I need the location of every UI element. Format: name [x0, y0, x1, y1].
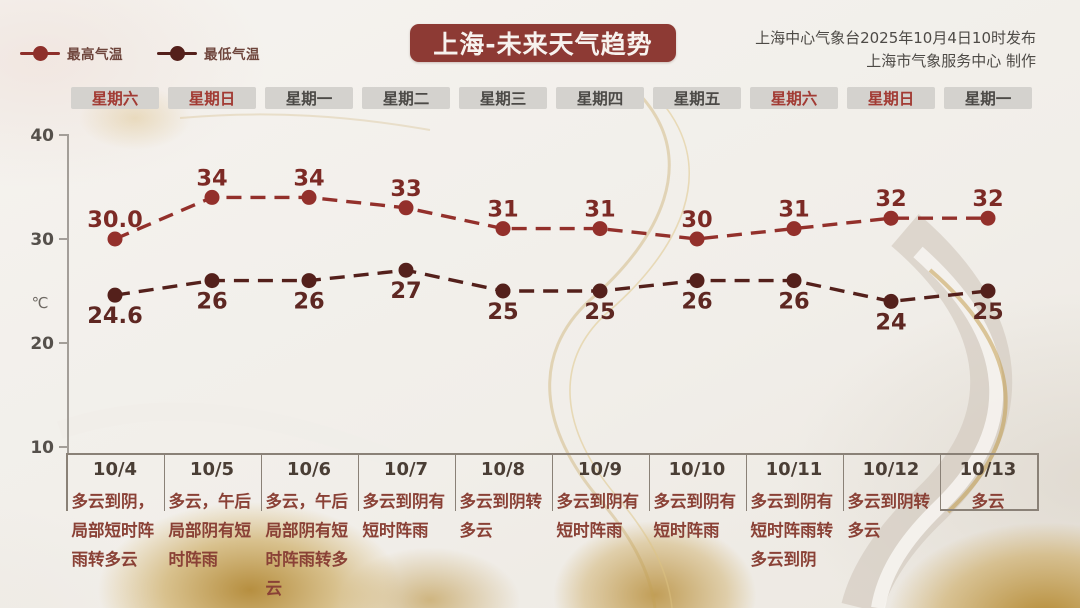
- legend-min-line-icon: [157, 45, 197, 61]
- date-cell-9: 10/13: [959, 459, 1017, 480]
- weekday-header-6: 星期五: [653, 87, 741, 109]
- svg-text:26: 26: [196, 289, 227, 315]
- last-cell-bottom-border: [939, 509, 1039, 511]
- svg-text:40: 40: [30, 126, 54, 146]
- legend-min-dot-icon: [170, 45, 185, 61]
- svg-text:30.0: 30.0: [87, 207, 143, 233]
- table-divider: [648, 453, 650, 511]
- date-cell-6: 10/10: [668, 459, 726, 480]
- weekday-header-9: 星期一: [944, 87, 1032, 109]
- weather-desc-4: 多云到阴转多云: [459, 492, 543, 540]
- svg-text:25: 25: [487, 299, 518, 325]
- table-divider: [1037, 453, 1039, 511]
- weather-desc-7: 多云到阴有短时阵雨转多云到阴: [750, 492, 834, 569]
- svg-text:30: 30: [30, 230, 54, 250]
- weekday-header-2: 星期一: [265, 87, 353, 109]
- svg-text:25: 25: [972, 299, 1003, 325]
- svg-text:27: 27: [390, 278, 421, 304]
- weekday-header-3: 星期二: [362, 87, 450, 109]
- svg-text:24: 24: [875, 309, 906, 335]
- date-cell-0: 10/4: [92, 459, 138, 480]
- table-divider: [745, 453, 747, 511]
- table-divider: [163, 453, 165, 511]
- svg-text:31: 31: [584, 197, 615, 223]
- svg-text:32: 32: [972, 186, 1003, 212]
- table-divider: [939, 453, 941, 511]
- svg-text:10: 10: [30, 438, 54, 458]
- date-cell-3: 10/7: [383, 459, 429, 480]
- svg-text:25: 25: [584, 299, 615, 325]
- svg-text:℃: ℃: [32, 294, 49, 312]
- date-cell-8: 10/12: [862, 459, 920, 480]
- svg-text:26: 26: [778, 289, 809, 315]
- legend-min-label: 最低气温: [204, 47, 260, 63]
- publisher-line1: 上海中心气象台2025年10月4日10时发布: [755, 29, 1036, 47]
- table-divider: [842, 453, 844, 511]
- weekday-header-4: 星期三: [459, 87, 547, 109]
- legend-max-dot-icon: [33, 45, 48, 61]
- svg-text:20: 20: [30, 334, 54, 354]
- weather-desc-6: 多云到阴有短时阵雨: [653, 492, 737, 540]
- publisher-line2: 上海市气象服务中心 制作: [866, 52, 1036, 70]
- legend-item-max: 最高气温: [20, 43, 123, 63]
- table-divider: [454, 453, 456, 511]
- table-divider: [357, 453, 359, 511]
- date-cell-2: 10/6: [286, 459, 332, 480]
- svg-text:32: 32: [875, 186, 906, 212]
- table-divider: [260, 453, 262, 511]
- svg-text:30: 30: [681, 207, 712, 233]
- svg-text:33: 33: [390, 176, 421, 202]
- weekday-header-5: 星期四: [556, 87, 644, 109]
- page-title: 上海-未来天气趋势: [410, 24, 676, 62]
- table-divider: [66, 453, 68, 511]
- weekday-header-8: 星期日: [847, 87, 935, 109]
- legend: 最高气温 最低气温: [20, 43, 260, 63]
- weekday-header-7: 星期六: [750, 87, 838, 109]
- publisher-info: 上海中心气象台2025年10月4日10时发布 上海市气象服务中心 制作: [755, 27, 1036, 73]
- svg-text:24.6: 24.6: [87, 303, 143, 329]
- svg-text:31: 31: [487, 197, 518, 223]
- weekday-header-0: 星期六: [71, 87, 159, 109]
- legend-max-label: 最高气温: [67, 47, 123, 63]
- date-cell-5: 10/9: [577, 459, 623, 480]
- legend-item-min: 最低气温: [157, 43, 260, 63]
- svg-text:26: 26: [681, 289, 712, 315]
- svg-text:34: 34: [293, 165, 324, 191]
- date-cell-7: 10/11: [765, 459, 823, 480]
- weather-desc-9: 多云: [971, 492, 1005, 511]
- svg-text:31: 31: [778, 197, 809, 223]
- date-cell-4: 10/8: [480, 459, 526, 480]
- weather-desc-0: 多云到阴，局部短时阵雨转多云: [71, 492, 155, 569]
- legend-max-line-icon: [20, 45, 60, 61]
- table-divider: [551, 453, 553, 511]
- weather-desc-2: 多云，午后局部阴有短时阵雨转多云: [265, 492, 349, 598]
- weather-desc-3: 多云到阴有短时阵雨: [362, 492, 446, 540]
- weather-desc-8: 多云到阴转多云: [847, 492, 931, 540]
- weather-desc-5: 多云到阴有短时阵雨: [556, 492, 640, 540]
- weekday-header-1: 星期日: [168, 87, 256, 109]
- date-cell-1: 10/5: [189, 459, 235, 480]
- svg-text:26: 26: [293, 289, 324, 315]
- weather-desc-1: 多云，午后局部阴有短时阵雨: [168, 492, 252, 569]
- svg-text:34: 34: [196, 165, 227, 191]
